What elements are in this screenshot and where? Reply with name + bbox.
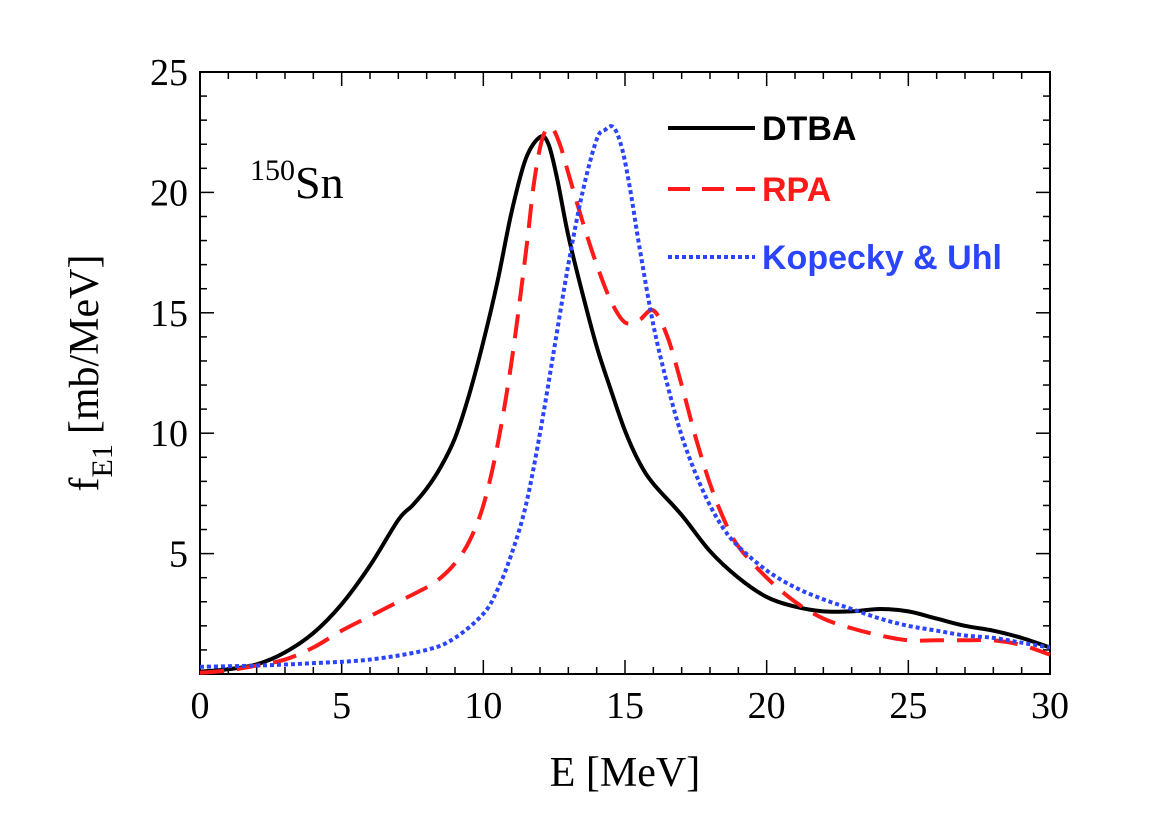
legend-label-rpa: RPA [762, 171, 831, 209]
series-group [199, 124, 1051, 675]
y-tick-label: 5 [169, 534, 188, 576]
y-axis-label-subscript: E1 [86, 444, 119, 477]
legend: DTBA RPA Kopecky & Uhl [668, 110, 1002, 277]
y-tick-label: 25 [150, 52, 188, 94]
y-axis-label-suffix: [mb/MeV] [62, 255, 108, 435]
x-tick-label: 5 [332, 685, 351, 727]
legend-label-kopecky-uhl: Kopecky & Uhl [762, 239, 1002, 277]
isotope-annotation: 150Sn [250, 154, 344, 208]
y-tick-label: 20 [150, 172, 188, 214]
y-axis-label-prefix: f [62, 477, 108, 491]
series-line-rpa [199, 125, 1051, 675]
legend-label-dtba: DTBA [762, 110, 856, 148]
series-line-dtba [199, 134, 1051, 674]
y-tick-label: 10 [150, 413, 188, 455]
x-tick-label: 15 [606, 685, 644, 727]
isotope-mass-number: 150 [250, 154, 295, 187]
series-line-kopecky-uhl [199, 124, 1051, 669]
x-axis-label: E [MeV] [550, 750, 700, 796]
y-axis-label: fE1 [mb/MeV] [62, 255, 119, 492]
x-tick-label: 25 [889, 685, 927, 727]
tick-labels: 0 5 10 15 20 25 30 5 10 15 20 25 [150, 52, 1069, 727]
ticks [199, 71, 1051, 675]
x-tick-label: 20 [748, 685, 786, 727]
x-tick-label: 30 [1031, 685, 1069, 727]
x-tick-label: 0 [191, 685, 210, 727]
x-tick-label: 10 [464, 685, 502, 727]
y-tick-label: 15 [150, 293, 188, 335]
isotope-symbol: Sn [295, 157, 344, 208]
